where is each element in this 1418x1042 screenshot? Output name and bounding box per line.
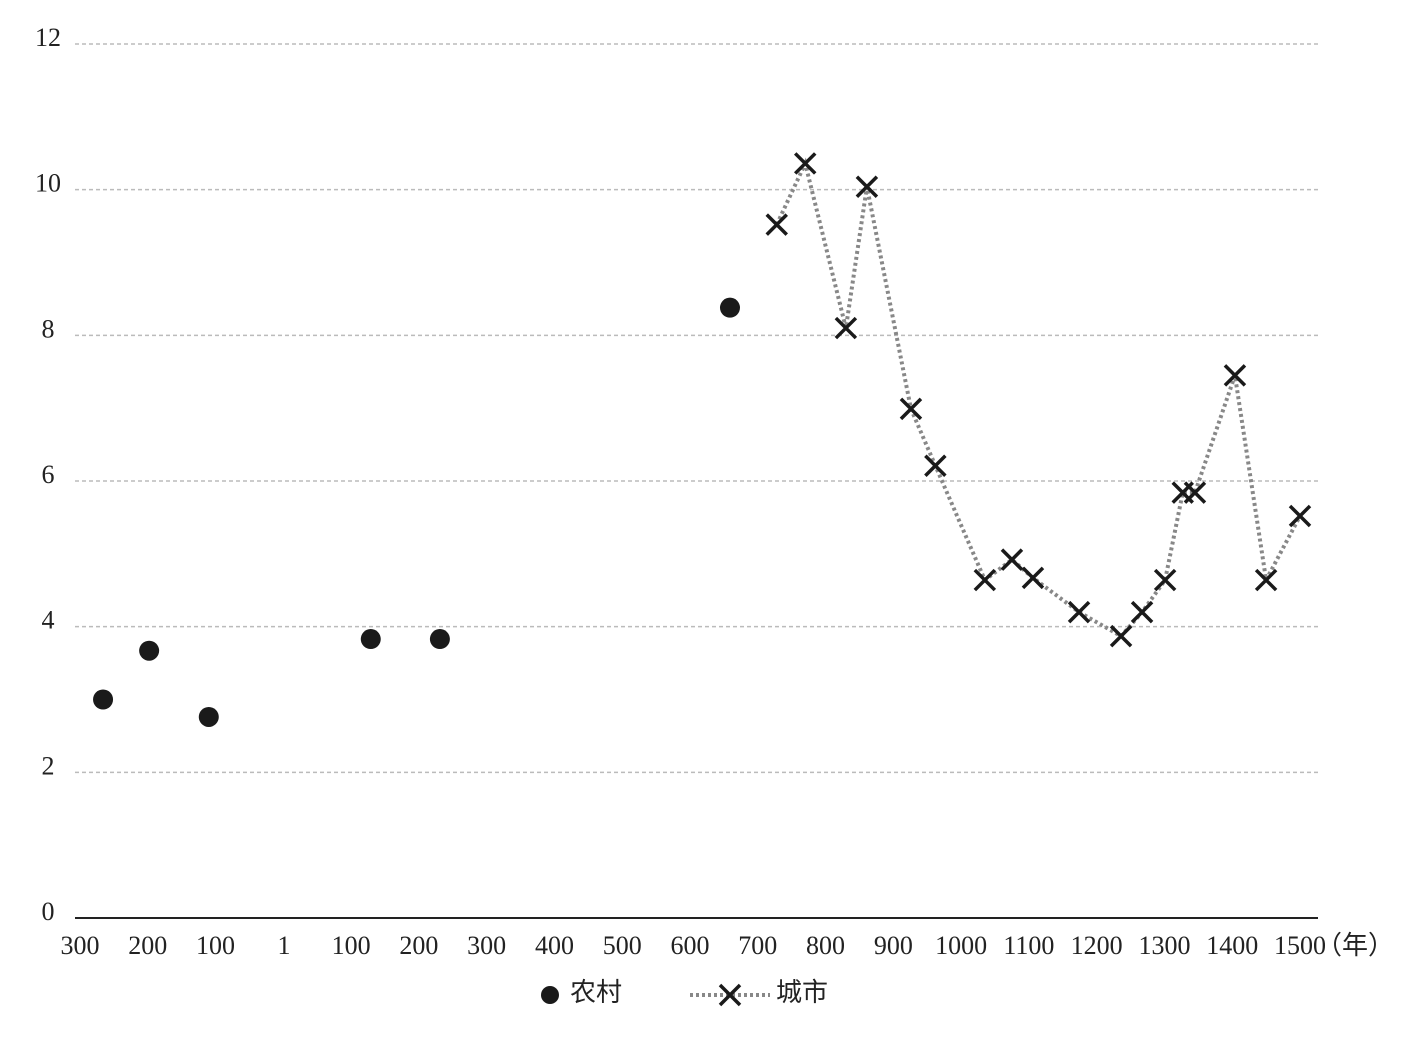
point bbox=[899, 397, 923, 421]
x-tick-label: 300 bbox=[467, 931, 506, 960]
point bbox=[1153, 568, 1177, 592]
point bbox=[924, 454, 947, 477]
x-axis-unit: （年） bbox=[1316, 931, 1394, 960]
point bbox=[139, 640, 160, 661]
point bbox=[855, 175, 879, 198]
legend-label: 农村 bbox=[570, 978, 622, 1007]
x-tick-label: 100 bbox=[332, 931, 371, 960]
x-tick-label: 1100 bbox=[1003, 931, 1054, 960]
point bbox=[93, 689, 114, 710]
x-tick-label: 1000 bbox=[935, 931, 987, 960]
x-tick-label: 1 bbox=[278, 931, 291, 960]
x-tick-label: 1400 bbox=[1206, 931, 1258, 960]
point bbox=[765, 213, 788, 236]
point bbox=[1130, 600, 1154, 624]
point bbox=[1183, 481, 1207, 504]
point bbox=[973, 568, 997, 592]
x-tick-label: 1500 bbox=[1274, 931, 1326, 960]
point bbox=[1223, 364, 1247, 387]
x-tick-label: 600 bbox=[671, 931, 710, 960]
y-tick-label: 2 bbox=[42, 751, 55, 780]
x-tick-label: 900 bbox=[874, 931, 913, 960]
x-tick-label: 1200 bbox=[1071, 931, 1123, 960]
y-tick-label: 6 bbox=[42, 460, 55, 489]
x-tick-label: 100 bbox=[196, 931, 235, 960]
point bbox=[1254, 568, 1278, 592]
legend-marker bbox=[718, 983, 742, 1007]
point bbox=[198, 706, 219, 727]
series-line bbox=[774, 157, 1302, 639]
y-tick-label: 12 bbox=[35, 23, 61, 52]
point bbox=[1021, 566, 1045, 590]
x-tick-label: 1300 bbox=[1138, 931, 1190, 960]
legend-label: 城市 bbox=[776, 978, 828, 1007]
legend-marker bbox=[541, 986, 559, 1004]
y-tick-label: 10 bbox=[35, 169, 61, 198]
y-tick-label: 4 bbox=[42, 606, 55, 635]
y-tick-label: 8 bbox=[42, 314, 55, 343]
x-tick-label: 200 bbox=[399, 931, 438, 960]
point bbox=[1067, 600, 1091, 624]
point bbox=[1288, 504, 1312, 528]
x-tick-label: 200 bbox=[128, 931, 167, 960]
point bbox=[793, 152, 817, 175]
point bbox=[360, 629, 381, 650]
point bbox=[834, 316, 858, 340]
x-tick-label: 500 bbox=[603, 931, 642, 960]
x-tick-label: 300 bbox=[61, 931, 100, 960]
point bbox=[1109, 624, 1133, 648]
x-tick-label: 800 bbox=[806, 931, 845, 960]
point bbox=[1000, 548, 1024, 571]
x-tick-label: 700 bbox=[738, 931, 777, 960]
point bbox=[429, 629, 450, 650]
y-tick-label: 0 bbox=[42, 897, 55, 926]
point bbox=[719, 297, 740, 318]
x-tick-label: 400 bbox=[535, 931, 574, 960]
